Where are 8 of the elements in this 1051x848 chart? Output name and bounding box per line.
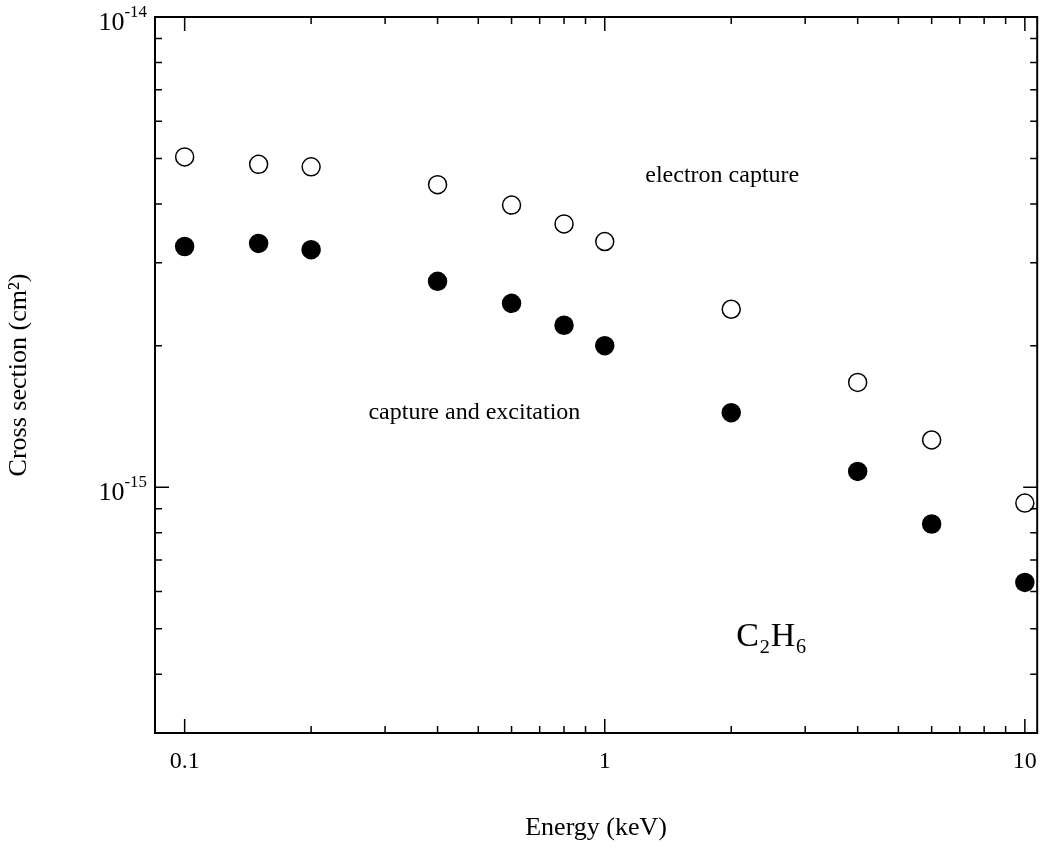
x-tick-label: 10 — [1012, 746, 1037, 773]
annotation: C₂H₆ — [736, 615, 808, 653]
y-axis-title: Cross section (cm²) — [3, 273, 33, 477]
x-axis-title: Energy (keV) — [525, 812, 667, 842]
annotation: capture and excitation — [368, 398, 581, 425]
x-tick-label: 1 — [598, 746, 611, 773]
x-tick-label: 0.1 — [169, 746, 200, 773]
annotation: electron capture — [645, 161, 800, 188]
